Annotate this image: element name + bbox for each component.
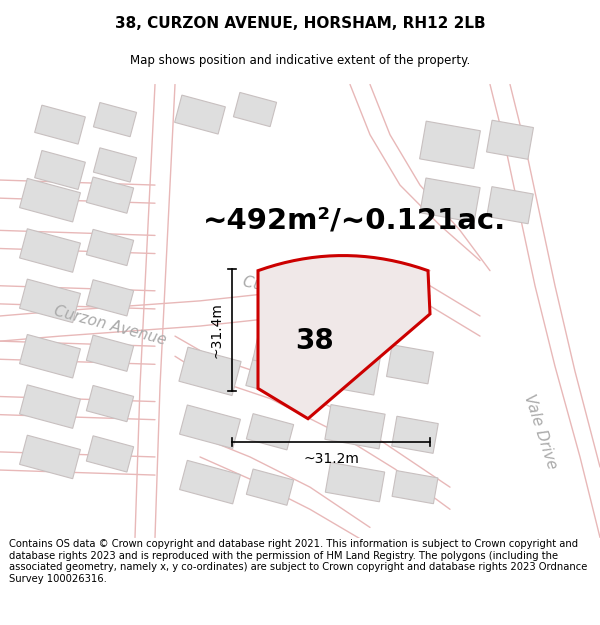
Polygon shape bbox=[20, 435, 80, 479]
Polygon shape bbox=[86, 386, 134, 422]
Polygon shape bbox=[20, 279, 80, 322]
Polygon shape bbox=[86, 436, 134, 472]
Polygon shape bbox=[20, 178, 80, 222]
Text: 38, CURZON AVENUE, HORSHAM, RH12 2LB: 38, CURZON AVENUE, HORSHAM, RH12 2LB bbox=[115, 16, 485, 31]
Text: ~31.4m: ~31.4m bbox=[210, 302, 224, 358]
Text: Curzon Avenue: Curzon Avenue bbox=[242, 274, 358, 313]
Polygon shape bbox=[86, 177, 134, 213]
Polygon shape bbox=[86, 229, 134, 266]
Polygon shape bbox=[392, 416, 438, 453]
Polygon shape bbox=[179, 347, 241, 396]
Text: ~492m²/~0.121ac.: ~492m²/~0.121ac. bbox=[203, 206, 506, 234]
Polygon shape bbox=[94, 102, 137, 137]
Text: Map shows position and indicative extent of the property.: Map shows position and indicative extent… bbox=[130, 54, 470, 68]
Polygon shape bbox=[246, 356, 294, 396]
Text: Contains OS data © Crown copyright and database right 2021. This information is : Contains OS data © Crown copyright and d… bbox=[9, 539, 587, 584]
Polygon shape bbox=[325, 404, 385, 449]
Polygon shape bbox=[247, 469, 293, 505]
Polygon shape bbox=[20, 334, 80, 378]
Polygon shape bbox=[179, 461, 241, 504]
Polygon shape bbox=[86, 280, 134, 316]
Polygon shape bbox=[233, 92, 277, 127]
Text: Vale Drive: Vale Drive bbox=[521, 392, 559, 471]
Polygon shape bbox=[420, 178, 480, 222]
Polygon shape bbox=[20, 229, 80, 272]
Polygon shape bbox=[20, 385, 80, 428]
Polygon shape bbox=[35, 151, 85, 189]
Polygon shape bbox=[175, 95, 226, 134]
Polygon shape bbox=[35, 105, 85, 144]
Polygon shape bbox=[419, 121, 481, 169]
Polygon shape bbox=[247, 414, 293, 450]
Polygon shape bbox=[325, 462, 385, 502]
Polygon shape bbox=[253, 281, 367, 381]
Polygon shape bbox=[487, 120, 533, 159]
Text: 38: 38 bbox=[296, 327, 334, 355]
Polygon shape bbox=[94, 148, 137, 182]
Text: Curzon Avenue: Curzon Avenue bbox=[52, 304, 168, 348]
Polygon shape bbox=[179, 405, 241, 449]
Polygon shape bbox=[86, 335, 134, 371]
Polygon shape bbox=[392, 471, 438, 504]
Polygon shape bbox=[258, 256, 430, 419]
Polygon shape bbox=[320, 348, 380, 395]
Text: ~31.2m: ~31.2m bbox=[303, 452, 359, 466]
Polygon shape bbox=[386, 345, 433, 384]
Polygon shape bbox=[487, 187, 533, 224]
